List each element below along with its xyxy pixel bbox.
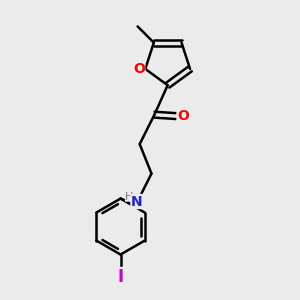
Text: H: H (125, 191, 134, 202)
Text: I: I (118, 268, 124, 286)
Text: O: O (177, 109, 189, 123)
Text: N: N (131, 194, 142, 208)
Text: O: O (133, 62, 145, 76)
